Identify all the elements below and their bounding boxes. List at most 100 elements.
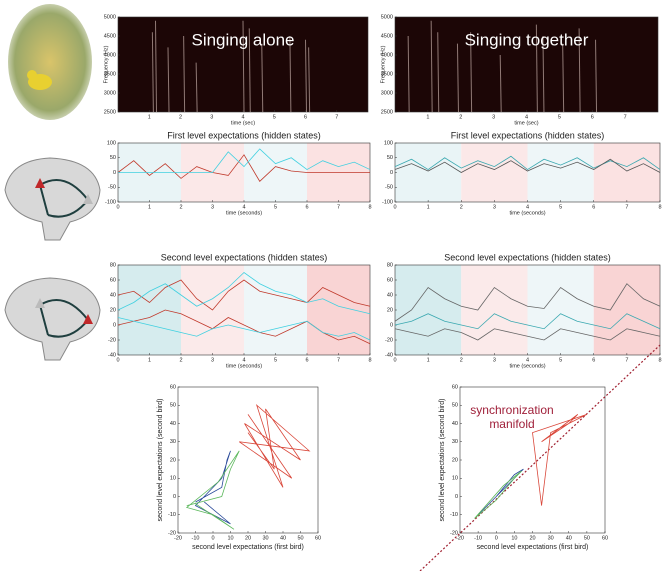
y-tick-label: 0 — [455, 494, 458, 500]
x-tick-label: 1 — [427, 357, 430, 363]
series-line — [394, 155, 661, 171]
streak — [595, 39, 598, 113]
streak — [578, 28, 581, 113]
x-tick-label: 50 — [584, 535, 590, 541]
brain-arrows — [39, 179, 89, 338]
x-axis-label: time (sec) — [514, 120, 538, 126]
x-tick-label: 6 — [304, 114, 307, 120]
x-tick-label: 40 — [280, 535, 286, 541]
band — [244, 265, 307, 355]
streak — [562, 43, 565, 113]
x-tick-label: 7 — [625, 204, 628, 210]
y-tick-label: 4000 — [104, 52, 116, 58]
y-tick-label: 4500 — [104, 33, 116, 39]
x-tick-label: 20 — [245, 535, 251, 541]
chart-title: Singing together — [465, 30, 589, 49]
x-tick-label: 8 — [368, 204, 371, 210]
x-tick-label: 8 — [658, 204, 661, 210]
y-tick-label: -100 — [382, 199, 393, 205]
y-tick-label: 0 — [173, 494, 176, 500]
y-tick-label: 40 — [110, 292, 116, 298]
y-tick-label: 3500 — [104, 71, 116, 77]
x-tick-label: -10 — [192, 535, 200, 541]
y-tick-label: -40 — [385, 352, 393, 358]
y-tick-label: 50 — [110, 155, 116, 161]
band — [593, 265, 660, 355]
x-tick-label: 20 — [529, 535, 535, 541]
y-tick-label: 60 — [170, 384, 176, 390]
series-line — [117, 271, 371, 315]
x-tick-label: 2 — [460, 357, 463, 363]
streak — [261, 43, 264, 113]
trajectory — [239, 404, 311, 488]
y-tick-label: -40 — [108, 352, 116, 358]
streak — [308, 47, 311, 113]
x-tick-label: 7 — [335, 114, 338, 120]
y-axis-label: Frequency (Hz) — [103, 45, 109, 83]
streak — [289, 35, 292, 113]
x-tick-label: 2 — [179, 204, 182, 210]
x-tick-label: 5 — [273, 114, 276, 120]
y-tick-label: 80 — [110, 262, 116, 268]
streak — [195, 62, 198, 113]
plot-frame — [117, 16, 369, 113]
y-tick-label: 0 — [113, 322, 116, 328]
y-tick-label: 3000 — [381, 90, 393, 96]
plot-frame — [394, 264, 661, 356]
band — [593, 143, 660, 202]
series-line — [117, 154, 370, 182]
chart-title: Singing alone — [191, 30, 294, 49]
x-tick-label: 4 — [242, 204, 245, 210]
y-tick-label: 30 — [170, 439, 176, 445]
x-tick-label: 5 — [559, 357, 562, 363]
band — [461, 265, 528, 355]
y-tick-label: 40 — [452, 421, 458, 427]
diagonal — [419, 344, 661, 572]
x-axis-label: second level expectations (first bird) — [477, 544, 589, 551]
x-tick-label: 5 — [559, 204, 562, 210]
y-tick-label: 2500 — [381, 109, 393, 115]
y-tick-label: 30 — [452, 439, 458, 445]
x-tick-label: 3 — [493, 204, 496, 210]
x-tick-label: 8 — [658, 357, 661, 363]
series-line — [117, 279, 371, 311]
brain-icon — [4, 157, 101, 361]
x-tick-label: 5 — [558, 114, 561, 120]
y-tick-label: -20 — [168, 530, 176, 536]
x-tick-label: 0 — [393, 357, 396, 363]
y-tick-label: 80 — [387, 262, 393, 268]
trajectory — [532, 413, 588, 506]
x-tick-label: 10 — [227, 535, 233, 541]
x-tick-label: 60 — [602, 535, 608, 541]
plot-frame — [177, 386, 319, 534]
plot-frame — [394, 16, 659, 113]
y-tick-label: -20 — [108, 337, 116, 343]
y-tick-label: 3500 — [381, 71, 393, 77]
x-axis-label: time (seconds) — [226, 363, 262, 369]
annotation: synchronization — [470, 403, 553, 417]
y-tick-label: -20 — [450, 530, 458, 536]
streak — [535, 24, 538, 113]
x-axis-label: second level expectations (first bird) — [192, 544, 304, 551]
chart-title: First level expectations (hidden states) — [451, 130, 605, 140]
y-tick-label: 60 — [110, 277, 116, 283]
x-tick-label: 4 — [526, 357, 529, 363]
x-tick-label: 2 — [460, 204, 463, 210]
x-tick-label: 5 — [274, 357, 277, 363]
y-tick-label: 4000 — [381, 52, 393, 58]
streak — [430, 20, 433, 113]
y-tick-label: 20 — [452, 457, 458, 463]
x-tick-label: 3 — [493, 357, 496, 363]
y-axis-label: second level expectations (second bird) — [439, 399, 446, 522]
x-tick-label: 6 — [591, 114, 594, 120]
y-tick-label: 0 — [390, 322, 393, 328]
streak — [542, 35, 545, 113]
x-tick-label: 1 — [148, 114, 151, 120]
y-tick-label: 40 — [387, 292, 393, 298]
y-axis-label: second level expectations (second bird) — [157, 399, 164, 522]
annotation: manifold — [489, 417, 534, 431]
x-tick-label: 6 — [592, 357, 595, 363]
band — [461, 143, 528, 202]
y-tick-label: 40 — [170, 421, 176, 427]
